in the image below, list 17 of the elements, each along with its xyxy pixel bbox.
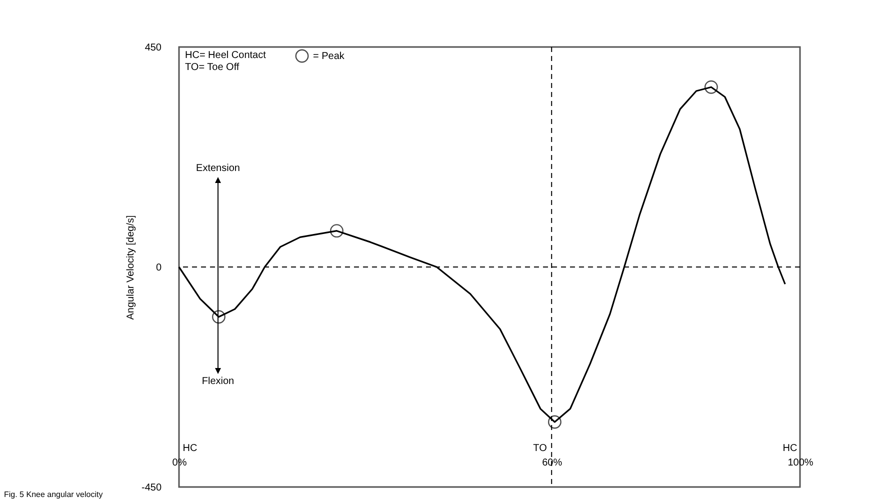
point [212, 310, 226, 324]
caption: Fig. 5 Knee angular velocity [4, 490, 103, 499]
legend-label: = Peak [313, 51, 346, 62]
y-axis-title: Angular Velocity [deg/s] [125, 215, 136, 320]
point [548, 415, 562, 429]
y-tick-label: 450 [144, 42, 162, 54]
annotation: HC [782, 443, 798, 454]
annotation: HC= Heel Contact [185, 50, 266, 61]
annotation: HC [182, 443, 198, 454]
annotation: TO [533, 443, 547, 454]
annotation: Extension [196, 163, 240, 174]
point [704, 80, 718, 94]
point [330, 224, 344, 238]
y-tick-label: 0 [156, 262, 162, 274]
y-tick-label: -450 [141, 482, 162, 494]
annotation: Flexion [202, 376, 234, 387]
annotation: TO= Toe Off [185, 62, 240, 73]
